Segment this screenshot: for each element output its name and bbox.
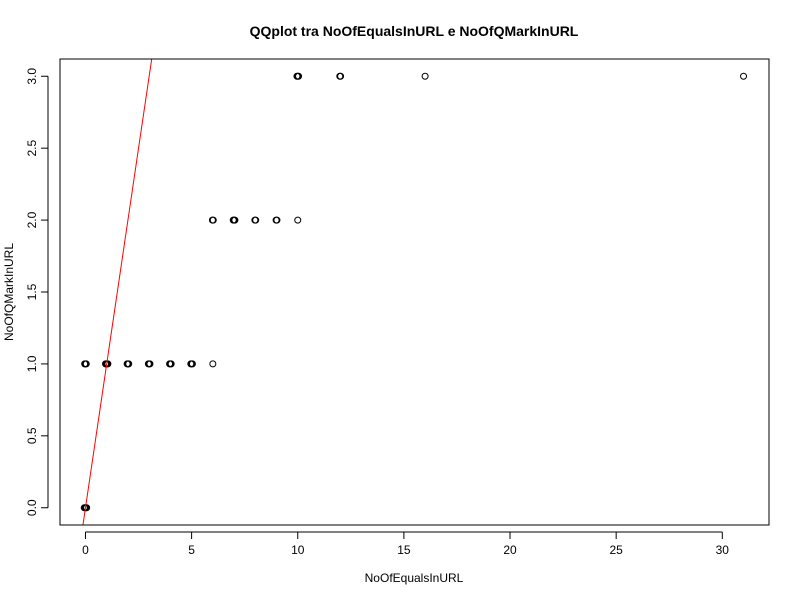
data-point xyxy=(209,360,217,368)
data-point xyxy=(337,72,345,80)
data-point xyxy=(83,504,91,512)
qq-reference-line xyxy=(82,59,153,525)
y-axis: 0.0 0.5 1.0 1.5 2.0 2.5 3.0 xyxy=(25,68,49,516)
data-point xyxy=(231,216,239,224)
data-point xyxy=(209,216,217,224)
y-axis-label: NoOfQMarkInURL xyxy=(2,243,16,341)
data-point xyxy=(125,360,133,368)
data-point xyxy=(146,360,154,368)
data-point xyxy=(295,72,303,80)
data-point xyxy=(167,360,175,368)
x-tick-label: 0 xyxy=(82,543,89,557)
data-point xyxy=(104,360,112,368)
x-axis: 0 5 10 15 20 25 30 xyxy=(82,531,730,557)
y-tick-label: 1.0 xyxy=(25,355,39,372)
x-tick-label: 30 xyxy=(716,543,730,557)
x-tick-label: 25 xyxy=(609,543,623,557)
reference-line-layer xyxy=(82,59,153,525)
data-point xyxy=(273,216,281,224)
y-tick-label: 2.5 xyxy=(25,140,39,157)
x-tick-label: 15 xyxy=(397,543,411,557)
x-tick-label: 20 xyxy=(503,543,517,557)
data-point xyxy=(740,72,748,80)
data-point xyxy=(252,216,260,224)
y-tick-label: 0.5 xyxy=(25,427,39,444)
y-tick-label: 1.5 xyxy=(25,283,39,300)
plot-frame xyxy=(59,58,770,526)
x-axis-label: NoOfEqualsInURL xyxy=(365,571,464,585)
data-point xyxy=(188,360,196,368)
y-tick-label: 2.0 xyxy=(25,211,39,228)
data-point xyxy=(421,72,429,80)
y-tick-label: 0.0 xyxy=(25,499,39,516)
data-layer xyxy=(80,72,748,512)
y-tick-label: 3.0 xyxy=(25,68,39,85)
x-tick-label: 10 xyxy=(291,543,305,557)
x-tick-label: 5 xyxy=(188,543,195,557)
data-point xyxy=(82,360,90,368)
chart-title: QQplot tra NoOfEqualsInURL e NoOfQMarkIn… xyxy=(250,23,579,39)
data-point xyxy=(294,216,302,224)
